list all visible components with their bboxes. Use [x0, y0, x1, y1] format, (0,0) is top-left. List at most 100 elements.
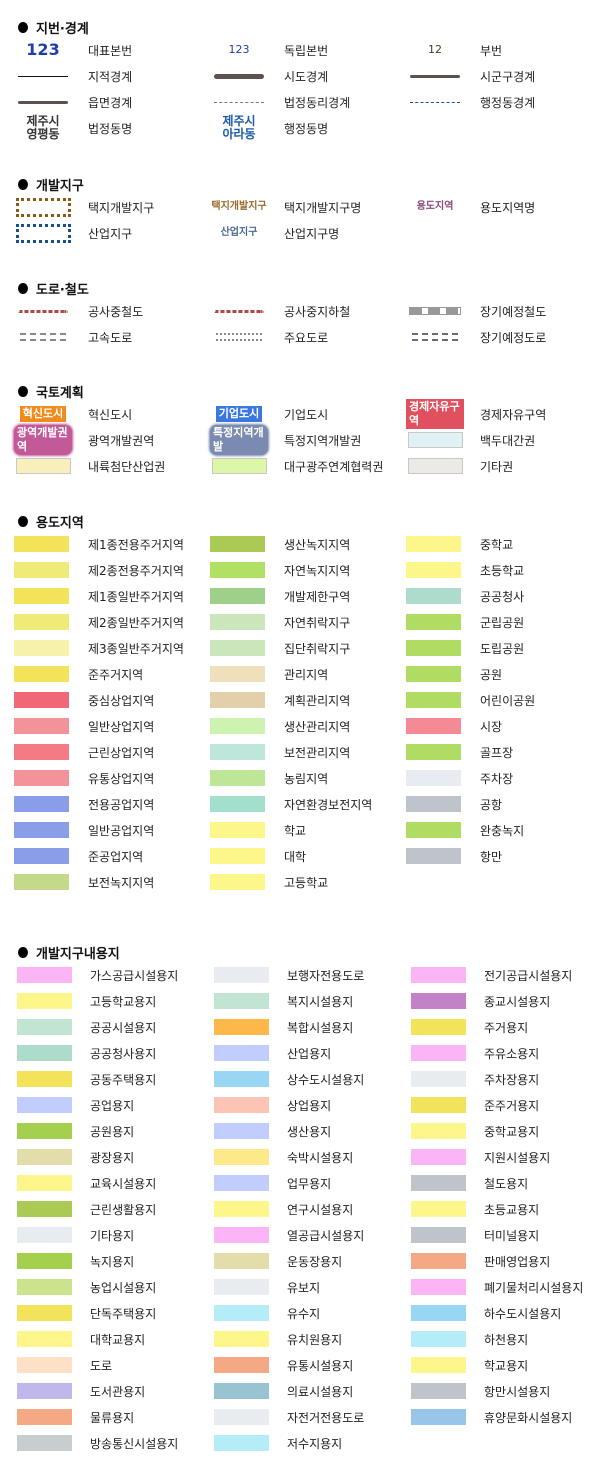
legend-label: 복합시설용지: [287, 1020, 354, 1035]
legend-symbol: [17, 1378, 72, 1404]
halo-label-sample: 광역개발권역: [14, 425, 72, 455]
color-swatch: [214, 1305, 269, 1321]
legend-item: 단독주택용지: [17, 1300, 214, 1326]
color-swatch: [411, 1227, 466, 1243]
legend-label: 행정동경계: [480, 95, 536, 110]
zone-boundary-sample: [15, 197, 71, 217]
legend-item: 가스공급시설용지: [17, 962, 214, 988]
legend-label: 항만시설용지: [484, 1384, 551, 1399]
color-swatch: [214, 1149, 269, 1165]
legend-symbol: [214, 1066, 269, 1092]
legend-item: 중학교: [406, 531, 602, 557]
rail-line-sample: [409, 307, 461, 315]
legend-label: 상수도시설용지: [287, 1072, 365, 1087]
legend-label: 방송통신시설용지: [90, 1436, 179, 1451]
legend-item: 유통상업지역: [14, 765, 210, 791]
legend-symbol: [411, 1144, 466, 1170]
legend-item: 항만시설용지: [411, 1378, 608, 1404]
legend-symbol: [210, 713, 265, 739]
legend-label: 주거용지: [484, 1020, 529, 1035]
legend-item: 공항: [406, 791, 602, 817]
legend-symbol: [210, 661, 265, 687]
legend-label: 광역개발권역: [88, 433, 155, 448]
line-sample: [214, 101, 264, 103]
legend-symbol: [210, 324, 268, 350]
legend-item: 자연환경보전지역: [210, 791, 406, 817]
legend-item: 하수도시설용지: [411, 1300, 608, 1326]
legend-label: 내륙첨단산업권: [88, 459, 166, 474]
legend-item: 공업용지: [17, 1092, 214, 1118]
legend-symbol: [411, 1014, 466, 1040]
legend-symbol: [17, 1274, 72, 1300]
legend-item: 계획관리지역: [210, 687, 406, 713]
legend-label: 제3종일반주거지역: [88, 641, 184, 656]
zone-name-sample: 산업지구: [220, 227, 258, 238]
legend-grid: 택지개발지구 택지개발지구 택지개발지구명 용도지역 용도지역명 산업지구 산업지구 산업지구…: [14, 194, 602, 246]
legend-item: 12 부번: [406, 37, 602, 63]
legend-item: 물류용지: [17, 1404, 214, 1430]
color-swatch: [406, 796, 461, 812]
color-swatch: [406, 692, 461, 708]
color-swatch: [214, 1435, 269, 1451]
number-label-sample: 123: [228, 43, 250, 56]
legend-item: 업무용지: [214, 1170, 411, 1196]
bullet-icon: [18, 282, 28, 294]
color-swatch: [210, 692, 265, 708]
place-name-sample: 제주시 아라동: [222, 114, 256, 141]
legend-label: 복지시설용지: [287, 994, 354, 1009]
legend-symbol: [17, 1222, 72, 1248]
legend-symbol: [14, 713, 69, 739]
color-swatch: [214, 1201, 269, 1217]
legend-symbol: [14, 635, 69, 661]
legend-symbol: [210, 817, 265, 843]
color-swatch: [406, 640, 461, 656]
color-swatch: [214, 967, 269, 983]
legend-item: 녹지용지: [17, 1248, 214, 1274]
legend-symbol: 광역개발권역: [14, 425, 72, 455]
zone-name-sample: 택지개발지구: [211, 201, 267, 212]
legend-label: 대학교용지: [90, 1332, 146, 1347]
legend-symbol: [411, 1040, 466, 1066]
legend-label: 골프장: [480, 745, 514, 760]
legend-symbol: [210, 843, 265, 869]
legend-symbol: [14, 869, 69, 895]
color-swatch: [214, 1409, 269, 1425]
legend-symbol: [411, 1222, 466, 1248]
legend-symbol: [406, 324, 464, 350]
legend-item: 철도용지: [411, 1170, 608, 1196]
legend-item: 도서관용지: [17, 1378, 214, 1404]
legend-item: 집단취락지구: [210, 635, 406, 661]
legend-symbol: [17, 1248, 72, 1274]
legend-symbol: [17, 1430, 72, 1456]
legend-label: 연구시설용지: [287, 1202, 354, 1217]
legend-symbol: [17, 1066, 72, 1092]
legend-label: 시장: [480, 719, 503, 734]
legend-item: 교육시설용지: [17, 1170, 214, 1196]
legend-label: 폐기물처리시설용지: [484, 1280, 584, 1295]
line-sample: [410, 74, 460, 78]
legend-item: 용도지역 용도지역명: [406, 194, 602, 220]
legend-item: 기업도시 기업도시: [210, 401, 406, 427]
legend-symbol: [406, 557, 461, 583]
legend-item: 보전관리지역: [210, 739, 406, 765]
legend-label: 관리지역: [284, 667, 329, 682]
legend-symbol: [210, 557, 265, 583]
legend-item: 폐기물처리시설용지: [411, 1274, 608, 1300]
legend-label: 휴양문화시설용지: [484, 1410, 573, 1425]
legend-item: 택지개발지구: [14, 194, 210, 220]
legend-label: 근린상업지역: [88, 745, 155, 760]
color-swatch: [214, 1071, 269, 1087]
color-swatch: [14, 692, 69, 708]
legend-symbol: [411, 1196, 466, 1222]
legend-item: 완충녹지: [406, 817, 602, 843]
legend-item: 생산용지: [214, 1118, 411, 1144]
legend-item: 상수도시설용지: [214, 1066, 411, 1092]
legend-symbol: [210, 89, 268, 115]
color-swatch: [17, 1071, 72, 1087]
section-title-text: 도로·철도: [36, 282, 89, 298]
legend-label: 고등학교: [284, 875, 329, 890]
color-swatch: [411, 1253, 466, 1269]
legend-label: 군립공원: [480, 615, 525, 630]
legend-symbol: [210, 583, 265, 609]
color-swatch: [406, 614, 461, 630]
